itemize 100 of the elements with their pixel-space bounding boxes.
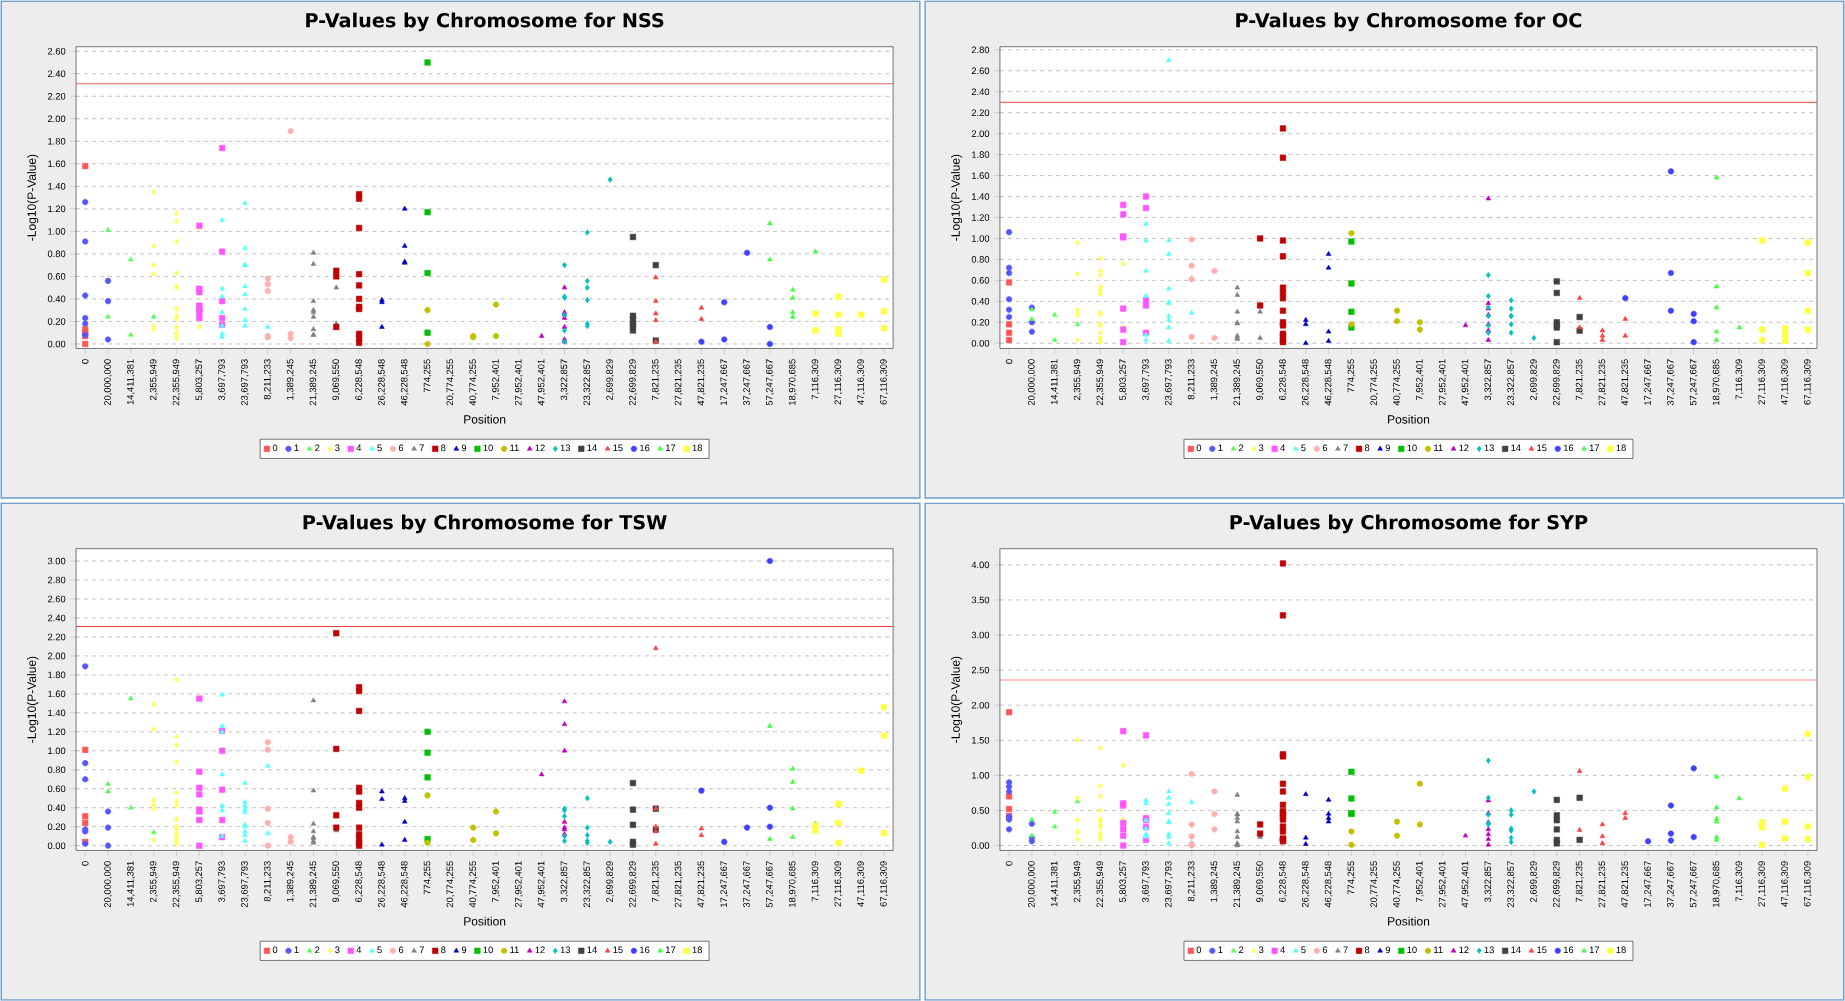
x-tick-label: 6,228,548 [355, 359, 363, 400]
legend-label: 8 [1364, 444, 1370, 452]
x-tick-label: 37,247,667 [743, 359, 751, 406]
x-tick-label: 9,069,550 [1256, 359, 1264, 400]
x-tick-label: 47,116,309 [857, 359, 866, 405]
x-tick-label: 46,228,548 [400, 359, 409, 406]
x-tick-label: 47,952,401 [537, 359, 546, 406]
x-tick-label: 7,952,401 [1416, 861, 1424, 902]
legend-label: 4 [356, 444, 362, 451]
x-tick-label: 2,699,829 [1530, 861, 1538, 902]
legend-label: 10 [1407, 444, 1417, 452]
y-tick-label: 2.60 [47, 595, 66, 603]
x-tick-label: 27,821,235 [1598, 359, 1607, 406]
x-tick-label: 14,411,381 [127, 359, 135, 405]
x-tick-label: 3,322,857 [1484, 861, 1493, 902]
legend-label: 1 [1218, 444, 1223, 451]
x-tick-label: 47,116,309 [857, 861, 866, 907]
x-tick-label: 27,821,235 [674, 359, 683, 406]
legend-label: 2 [315, 946, 320, 953]
x-tick-label: 22,699,829 [629, 861, 637, 908]
legend-label: 2 [315, 444, 320, 451]
x-tick-label: 22,699,829 [1552, 861, 1561, 908]
x-tick-label: 57,247,667 [1689, 861, 1698, 908]
x-tick-label: 22,355,949 [172, 861, 181, 908]
x-tick-label: 47,821,235 [1621, 359, 1630, 406]
x-tick-label: 3,322,857 [560, 359, 569, 400]
x-tick-label: 47,821,235 [1621, 861, 1630, 908]
x-tick-label: 23,322,857 [583, 359, 592, 406]
x-tick-label: 67,116,309 [880, 359, 888, 405]
y-tick-label: 4.00 [971, 561, 990, 569]
x-tick-label: 6,228,548 [1279, 359, 1287, 400]
x-tick-label: 20,774,255 [446, 861, 455, 908]
x-tick-label: 21,389,245 [309, 861, 318, 908]
x-tick-label: 40,774,255 [469, 359, 478, 406]
x-tick-label: 23,697,793 [241, 861, 249, 908]
y-tick-label: 2.20 [971, 109, 990, 116]
legend-label: 8 [1364, 946, 1370, 954]
x-axis-title: Position [464, 916, 506, 926]
x-tick-label: 22,699,829 [1552, 359, 1561, 406]
y-tick-label: 0.40 [47, 295, 66, 303]
legend-label: 16 [1563, 946, 1574, 954]
legend-label: 3 [1258, 946, 1264, 954]
y-tick-label: 1.80 [48, 137, 66, 145]
legend-label: 13 [1484, 444, 1494, 452]
legend-label: 14 [1511, 946, 1521, 953]
y-tick-label: 1.60 [48, 160, 66, 167]
x-tick-label: 22,355,949 [1096, 359, 1105, 406]
x-tick-label: 20,000,000 [104, 861, 112, 908]
y-tick-label: 3.00 [47, 557, 66, 565]
y-tick-label: 1.40 [48, 182, 66, 190]
legend-label: 0 [272, 946, 278, 954]
x-tick-label: 7,116,309 [811, 359, 820, 400]
x-tick-label: 17,247,667 [1644, 359, 1652, 405]
chart-title: P-Values by Chromosome for NSS [306, 12, 664, 32]
x-tick-label: 7,952,401 [1416, 359, 1424, 400]
x-tick-label: 21,389,245 [1233, 861, 1242, 908]
y-tick-label: 2.20 [47, 633, 66, 641]
legend-label: 6 [398, 946, 404, 954]
x-tick-label: 8,211,233 [263, 359, 272, 400]
x-tick-label: 7,116,309 [1735, 861, 1744, 902]
legend-label: 18 [692, 946, 702, 954]
x-tick-label: 67,116,309 [1804, 359, 1812, 405]
x-tick-label: 18,970,685 [788, 861, 797, 907]
legend-label: 12 [535, 444, 545, 451]
x-tick-label: 26,228,548 [378, 861, 386, 908]
x-tick-label: 27,952,401 [1438, 861, 1447, 908]
legend-label: 3 [1258, 444, 1264, 452]
x-tick-label: 23,322,857 [1507, 861, 1516, 908]
y-tick-label: 0.00 [47, 340, 66, 348]
legend-label: 12 [1459, 946, 1469, 953]
legend-label: 6 [1322, 444, 1328, 452]
x-tick-label: 67,116,309 [1804, 861, 1812, 907]
x-tick-label: 47,952,401 [1461, 861, 1470, 908]
x-tick-label: 27,116,309 [834, 359, 843, 405]
x-tick-label: 1,389,245 [286, 359, 295, 400]
y-tick-label: 1.00 [48, 227, 66, 235]
legend-label: 13 [560, 444, 571, 452]
y-tick-label: 2.60 [971, 67, 990, 74]
x-tick-label: 20,774,255 [1370, 359, 1379, 406]
x-tick-label: 46,228,548 [1324, 359, 1333, 406]
x-tick-label: 0 [1005, 359, 1013, 364]
y-tick-label: 1.20 [972, 214, 990, 221]
y-tick-label: 0.40 [971, 297, 990, 305]
x-axis-title: Position [1388, 916, 1430, 926]
y-tick-label: 2.40 [971, 88, 990, 95]
legend-label: 8 [441, 444, 446, 452]
legend-label: 18 [692, 444, 702, 452]
x-tick-label: 8,211,233 [263, 861, 272, 902]
legend-label: 16 [640, 444, 650, 452]
x-tick-label: 40,774,255 [1393, 359, 1401, 406]
x-tick-label: 47,952,401 [537, 861, 546, 908]
x-tick-label: 27,116,309 [1758, 359, 1767, 405]
y-tick-label: 0.60 [47, 785, 66, 792]
x-tick-label: 5,803,257 [1119, 359, 1128, 400]
y-tick-label: 2.00 [47, 115, 66, 122]
x-tick-label: 0 [1005, 861, 1013, 866]
x-tick-label: 27,116,309 [834, 861, 843, 907]
legend-label: 8 [441, 946, 446, 954]
y-tick-label: 2.20 [47, 92, 66, 100]
x-tick-label: 17,247,667 [1644, 861, 1652, 907]
